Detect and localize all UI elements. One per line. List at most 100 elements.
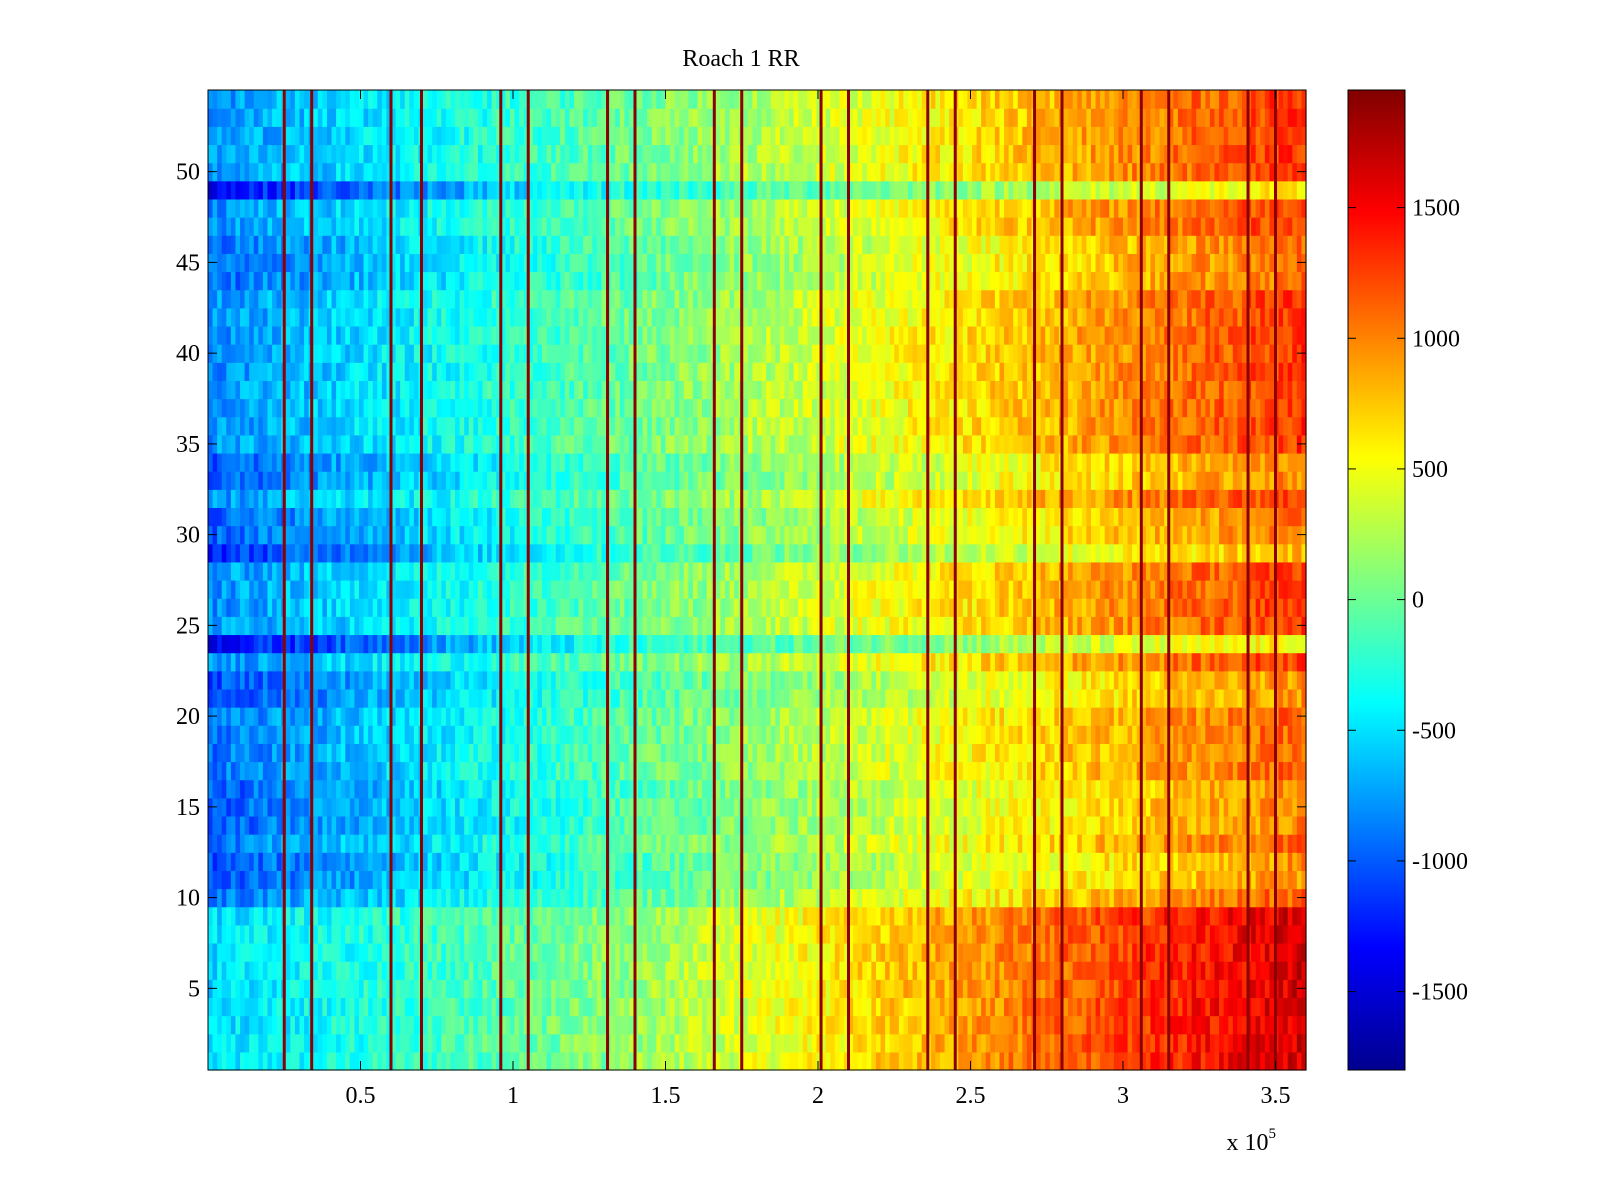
heatmap-cell bbox=[587, 997, 593, 1017]
heatmap-cell bbox=[1269, 979, 1275, 999]
heatmap-cell bbox=[1109, 997, 1115, 1017]
heatmap-cell bbox=[358, 888, 365, 908]
heatmap-cell bbox=[253, 707, 259, 726]
heatmap-cell bbox=[500, 743, 506, 763]
heatmap-cell bbox=[775, 743, 781, 763]
heatmap-cell bbox=[1104, 1015, 1110, 1035]
heatmap-cell bbox=[1219, 997, 1225, 1017]
heatmap-cell bbox=[1241, 815, 1248, 835]
heatmap-cell bbox=[1200, 906, 1206, 926]
heatmap-cell bbox=[413, 942, 420, 962]
heatmap-cell bbox=[610, 942, 616, 962]
heatmap-cell bbox=[1045, 979, 1051, 999]
heatmap-cell bbox=[724, 761, 731, 781]
heatmap-cell bbox=[912, 906, 918, 926]
heatmap-cell bbox=[1205, 852, 1211, 871]
heatmap-cell bbox=[848, 779, 854, 799]
heatmap-cell bbox=[880, 815, 886, 835]
heatmap-cell bbox=[509, 924, 516, 944]
heatmap-cell bbox=[592, 924, 598, 944]
heatmap-cell bbox=[523, 997, 529, 1017]
heatmap-cell bbox=[386, 815, 392, 835]
heatmap-cell bbox=[1200, 815, 1206, 835]
heatmap-cell bbox=[1004, 707, 1010, 726]
heatmap-cell bbox=[336, 725, 342, 744]
heatmap-cell bbox=[825, 743, 831, 763]
heatmap-cell bbox=[752, 888, 758, 908]
heatmap-cell bbox=[299, 979, 305, 999]
heatmap-cell bbox=[615, 924, 621, 944]
heatmap-cell bbox=[619, 961, 625, 980]
heatmap-cell bbox=[432, 761, 438, 781]
heatmap-cell bbox=[674, 870, 680, 890]
heatmap-cell bbox=[1063, 924, 1069, 944]
heatmap-cell bbox=[276, 834, 282, 853]
heatmap-cell bbox=[1187, 888, 1193, 908]
heatmap-cell bbox=[761, 924, 767, 944]
heatmap-cell bbox=[491, 743, 497, 763]
heatmap-cell bbox=[843, 743, 850, 763]
heatmap-cell bbox=[1017, 1015, 1023, 1035]
heatmap-cell bbox=[1095, 707, 1101, 726]
heatmap-cell bbox=[967, 779, 973, 799]
heatmap-cell bbox=[811, 1033, 818, 1053]
heatmap-cell bbox=[651, 961, 657, 980]
heatmap-cell bbox=[839, 761, 845, 781]
heatmap-cell bbox=[1196, 942, 1202, 962]
heatmap-cell bbox=[724, 779, 731, 799]
heatmap-cell bbox=[372, 942, 378, 962]
heatmap-cell bbox=[940, 961, 946, 980]
heatmap-cell bbox=[1045, 1051, 1051, 1071]
heatmap-cell bbox=[1104, 924, 1110, 944]
heatmap-cell bbox=[349, 779, 355, 799]
heatmap-cell bbox=[1013, 1015, 1019, 1035]
heatmap-cell bbox=[1173, 924, 1179, 944]
heatmap-cell bbox=[404, 961, 410, 980]
heatmap-cell bbox=[638, 1051, 644, 1071]
heatmap-cell bbox=[1200, 1033, 1206, 1053]
heatmap-cell bbox=[276, 997, 282, 1017]
heatmap-cell bbox=[949, 961, 955, 980]
heatmap-cell bbox=[1145, 924, 1152, 944]
heatmap-cell bbox=[1132, 906, 1138, 926]
heatmap-cell bbox=[1004, 815, 1010, 835]
heatmap-cell bbox=[747, 725, 754, 744]
heatmap-cell bbox=[981, 1051, 987, 1071]
heatmap-cell bbox=[1040, 725, 1046, 744]
heatmap-cell bbox=[692, 1015, 699, 1035]
heatmap-cell bbox=[1264, 906, 1270, 926]
heatmap-cell bbox=[793, 834, 799, 853]
heatmap-cell bbox=[967, 888, 973, 908]
heatmap-cell bbox=[212, 997, 218, 1017]
heatmap-cell bbox=[894, 870, 900, 890]
heatmap-cell bbox=[326, 906, 333, 926]
heatmap-cell bbox=[285, 961, 291, 980]
heatmap-cell bbox=[574, 997, 580, 1017]
heatmap-cell bbox=[276, 815, 282, 835]
heatmap-cell bbox=[642, 961, 648, 980]
heatmap-cell bbox=[1040, 834, 1046, 853]
heatmap-cell bbox=[642, 888, 648, 908]
heatmap-cell bbox=[921, 707, 927, 726]
heatmap-cell bbox=[304, 942, 310, 962]
heatmap-cell bbox=[853, 1033, 859, 1053]
heatmap-cell bbox=[779, 997, 786, 1017]
heatmap-cell bbox=[912, 761, 918, 781]
heatmap-cell bbox=[1209, 870, 1216, 890]
heatmap-cell bbox=[1196, 761, 1202, 781]
heatmap-cell bbox=[391, 725, 397, 744]
heatmap-cell bbox=[569, 688, 575, 708]
heatmap-cell bbox=[830, 707, 836, 726]
heatmap-cell bbox=[724, 942, 731, 962]
heatmap-cell bbox=[1159, 1051, 1165, 1071]
heatmap-cell bbox=[715, 852, 721, 871]
heatmap-cell bbox=[1118, 942, 1124, 962]
heatmap-cell bbox=[363, 797, 369, 817]
heatmap-cell bbox=[1100, 906, 1106, 926]
heatmap-cell bbox=[1283, 997, 1289, 1017]
heatmap-cell bbox=[628, 688, 635, 708]
heatmap-cell bbox=[290, 924, 296, 944]
heatmap-cell bbox=[217, 1015, 223, 1035]
heatmap-cell bbox=[821, 1051, 827, 1071]
heatmap-cell bbox=[1182, 707, 1188, 726]
